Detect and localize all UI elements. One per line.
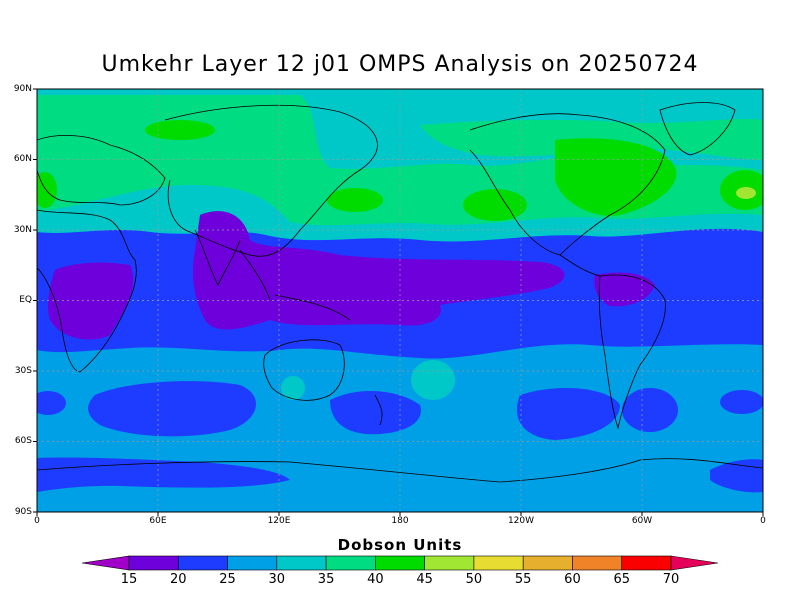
cell-25-30-south-f xyxy=(720,390,763,414)
coast-india xyxy=(194,229,241,286)
colorbar-swatch xyxy=(276,555,327,571)
cell-25-30-south-c xyxy=(330,390,421,435)
colorbar-tick-label: 25 xyxy=(219,572,236,587)
cell-25-30-south-e xyxy=(622,388,678,432)
colorbar-tick-label: 35 xyxy=(317,572,335,587)
colorbar xyxy=(81,555,719,571)
band-20-25-africa xyxy=(47,262,134,340)
colorbar-tick-label: 20 xyxy=(169,572,187,587)
colorbar-tick-label: 40 xyxy=(367,572,384,587)
colorbar-tick-label: 15 xyxy=(120,572,138,587)
colorbar-swatch xyxy=(572,555,623,571)
lon-tick-0-west: 0 xyxy=(34,516,40,526)
colorbar-tick-label: 70 xyxy=(662,572,680,587)
colorbar-tick-label: 45 xyxy=(416,572,433,587)
coast-south-america xyxy=(598,274,666,430)
colorbar-tick-label: 65 xyxy=(613,572,630,587)
colorbar-swatch xyxy=(375,555,425,571)
colorbar-arrow-low xyxy=(81,555,130,571)
lon-tick-0-east: 0 xyxy=(760,516,766,526)
colorbar-swatch xyxy=(128,555,179,571)
coast-north-america xyxy=(469,113,666,256)
coast-se-asia xyxy=(239,249,351,321)
coast-europe xyxy=(37,135,166,206)
cell-35-40-south-a xyxy=(411,360,455,400)
colorbar-tick-label: 55 xyxy=(514,572,532,587)
lon-tick-120e: 120E xyxy=(267,516,291,526)
lon-tick-60e: 60E xyxy=(149,516,167,526)
cell-45-50-nh-d xyxy=(555,138,677,216)
gridlines xyxy=(37,89,763,512)
band-20-25-samerica xyxy=(594,272,655,307)
lon-tick-120w: 120W xyxy=(507,516,535,526)
lat-tick-30s: 30S xyxy=(14,366,32,376)
cell-45-50-nh-a xyxy=(145,120,215,140)
colorbar-tick-label: 60 xyxy=(564,572,581,587)
colorbar-swatch xyxy=(522,555,573,571)
lat-tick-90s: 90S xyxy=(14,507,32,517)
band-20-25-tropics xyxy=(193,211,565,330)
colorbar-swatch xyxy=(473,555,524,571)
colorbar-tick-label: 30 xyxy=(268,572,286,587)
cell-50-55-nh xyxy=(736,187,756,199)
lon-tick-180: 180 xyxy=(391,516,409,526)
colorbar-arrow-high xyxy=(670,555,719,571)
lat-tick-30n: 30N xyxy=(13,225,32,235)
coast-central-america xyxy=(559,254,601,277)
colorbar-tick-label: 50 xyxy=(465,572,483,587)
colorbar-title: Dobson Units xyxy=(337,536,463,554)
coast-nz xyxy=(374,394,383,426)
lat-tick-60s: 60S xyxy=(14,436,32,446)
coast-greenland xyxy=(659,102,736,156)
colorbar-swatch xyxy=(227,555,278,571)
cell-45-50-nh-f xyxy=(37,172,57,208)
lat-tick-eq: EQ xyxy=(19,295,32,305)
coast-antarctica xyxy=(37,458,763,483)
lat-tick-90n: 90N xyxy=(13,84,32,94)
lat-tick-60n: 60N xyxy=(13,154,32,164)
lon-tick-60w: 60W xyxy=(631,516,653,526)
coast-australia xyxy=(263,339,345,401)
cell-35-40-south-b xyxy=(281,376,305,400)
cell-45-50-nh-c xyxy=(463,189,527,221)
cell-25-30-south-b xyxy=(37,391,66,415)
colorbar-swatch xyxy=(424,555,475,571)
cell-25-30-south-a xyxy=(88,381,257,437)
band-25-30-antarctic xyxy=(37,457,290,492)
map-title: Umkehr Layer 12 j01 OMPS Analysis on 202… xyxy=(101,52,699,77)
cell-45-50-nh-b xyxy=(327,188,383,212)
colorbar-swatch xyxy=(621,555,672,571)
coastlines xyxy=(37,102,763,483)
cell-25-30-south-d xyxy=(516,387,620,440)
colorbar-swatch xyxy=(325,555,376,571)
coast-asia xyxy=(164,104,378,257)
tick-marks xyxy=(33,88,764,516)
colorbar-swatch xyxy=(177,555,228,571)
band-25-30-antarctic-e xyxy=(710,459,763,493)
coast-africa xyxy=(37,209,137,373)
